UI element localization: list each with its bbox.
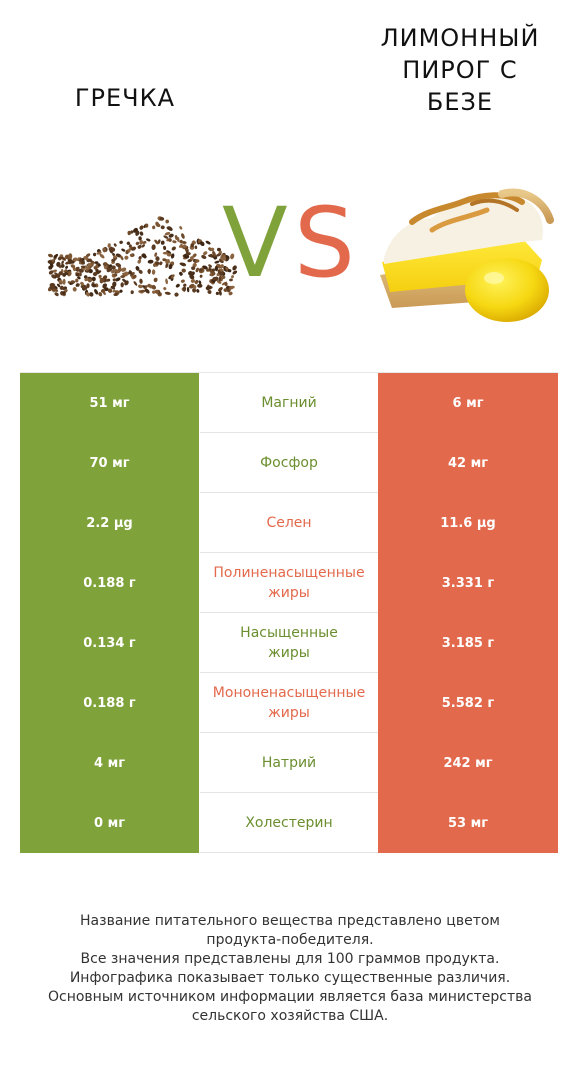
table-row: 0 мг Холестерин 53 мг — [20, 793, 558, 853]
nutrient-name-line: Фосфор — [260, 455, 318, 471]
left-value: 0.188 г — [20, 673, 200, 733]
left-value: 51 мг — [20, 373, 200, 433]
left-value: 0.134 г — [20, 613, 200, 673]
nutrient-name-line: Магний — [261, 395, 317, 411]
nutrient-name-line: Натрий — [261, 755, 317, 771]
nutrient-name-line: жиры — [268, 585, 310, 601]
left-product-title: ГРЕЧКА — [74, 84, 176, 112]
lemon-meringue-pie-image — [380, 188, 554, 322]
table-row: 70 мг Фосфор 42 мг — [20, 433, 558, 493]
right-value: 3.185 г — [378, 613, 558, 673]
nutrient-name-line: Полиненасыщенные — [213, 565, 365, 581]
nutrient-name-line: жиры — [268, 705, 310, 721]
left-value: 70 мг — [20, 433, 200, 493]
left-value: 4 мг — [20, 733, 200, 793]
right-value: 3.331 г — [378, 553, 558, 613]
footer-line: Все значения представлены для 100 граммо… — [80, 951, 500, 967]
right-value: 42 мг — [378, 433, 558, 493]
table-row: 0.188 г Мононенасыщенные жиры 5.582 г — [20, 673, 558, 733]
right-title-line: БЕЗЕ — [426, 88, 494, 116]
nutrient-name-line: Мононенасыщенные — [212, 685, 366, 701]
table-row: 0.134 г Насыщенные жиры 3.185 г — [20, 613, 558, 673]
left-value: 0.188 г — [20, 553, 200, 613]
nutrient-name: Мононенасыщенные жиры — [200, 673, 378, 733]
left-value: 2.2 µg — [20, 493, 200, 553]
right-product-title: ЛИМОННЫЙ ПИРОГ С БЕЗЕ — [350, 22, 570, 118]
nutrient-name-line: Холестерин — [245, 815, 333, 831]
footer-line: продукта-победителя. — [206, 932, 374, 948]
vs-letter-s: S — [294, 187, 355, 299]
footer-line: Название питательного вещества представл… — [80, 913, 500, 929]
nutrient-name-line: Селен — [266, 515, 312, 531]
nutrient-name: Магний — [200, 373, 378, 433]
vs-letter-v: V — [222, 187, 288, 299]
right-title-line: ЛИМОННЫЙ — [380, 24, 540, 52]
table-row: 51 мг Магний 6 мг — [20, 373, 558, 433]
right-value: 242 мг — [378, 733, 558, 793]
right-value: 11.6 µg — [378, 493, 558, 553]
right-value: 53 мг — [378, 793, 558, 853]
nutrient-name: Натрий — [200, 733, 378, 793]
table-row: 0.188 г Полиненасыщенные жиры 3.331 г — [20, 553, 558, 613]
footer-line: сельского хозяйства США. — [191, 1008, 389, 1024]
nutrient-name: Холестерин — [200, 793, 378, 853]
right-value: 5.582 г — [378, 673, 558, 733]
footer-line: Основным источником информации является … — [48, 989, 532, 1005]
footer-line: Инфографика показывает только существенн… — [69, 970, 511, 986]
buckwheat-image — [47, 216, 238, 297]
right-title-line: ПИРОГ С — [402, 56, 518, 84]
nutrient-name: Фосфор — [200, 433, 378, 493]
right-value: 6 мг — [378, 373, 558, 433]
table-row: 4 мг Натрий 242 мг — [20, 733, 558, 793]
table-row: 2.2 µg Селен 11.6 µg — [20, 493, 558, 553]
nutrient-name: Полиненасыщенные жиры — [200, 553, 378, 613]
left-value: 0 мг — [20, 793, 200, 853]
nutrient-name-line: Насыщенные — [240, 625, 338, 641]
vs-label: V S — [222, 188, 362, 298]
comparison-table: 51 мг Магний 6 мг 70 мг Фосфор 42 мг 2.2 µg Сел… — [20, 372, 558, 853]
footer-notes: Название питательного вещества представл… — [20, 912, 560, 1026]
nutrient-name-line: жиры — [268, 645, 310, 661]
nutrient-name: Селен — [200, 493, 378, 553]
nutrient-name: Насыщенные жиры — [200, 613, 378, 673]
